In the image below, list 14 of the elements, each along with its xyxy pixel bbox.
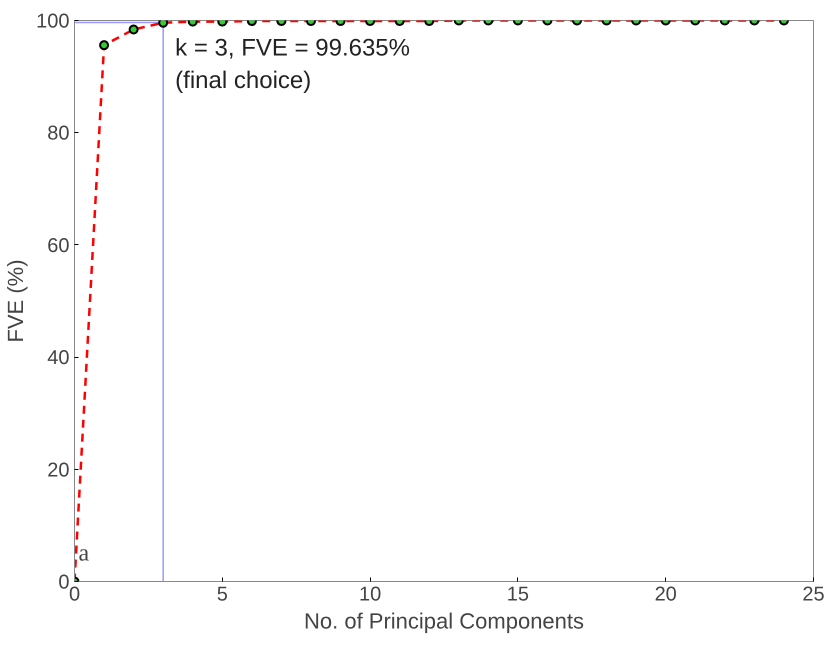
x-tick-label: 5: [216, 584, 228, 606]
x-axis-title: No. of Principal Components: [304, 608, 584, 634]
annotation: a: [78, 540, 90, 566]
y-tick-label: 60: [47, 234, 70, 257]
x-tick-label: 20: [654, 584, 677, 606]
x-tick-label: 10: [358, 584, 382, 606]
y-tick-label: 40: [47, 347, 70, 370]
x-tick-label: 25: [802, 584, 825, 606]
y-tick-label: 80: [47, 122, 70, 145]
x-tick-label: 15: [506, 584, 530, 606]
annotation: k = 3, FVE = 99.635% (final choice): [175, 34, 410, 94]
y-tick-label: 20: [47, 459, 70, 482]
y-axis-title: FVE (%): [3, 259, 28, 343]
y-tick-label: 100: [36, 10, 70, 32]
